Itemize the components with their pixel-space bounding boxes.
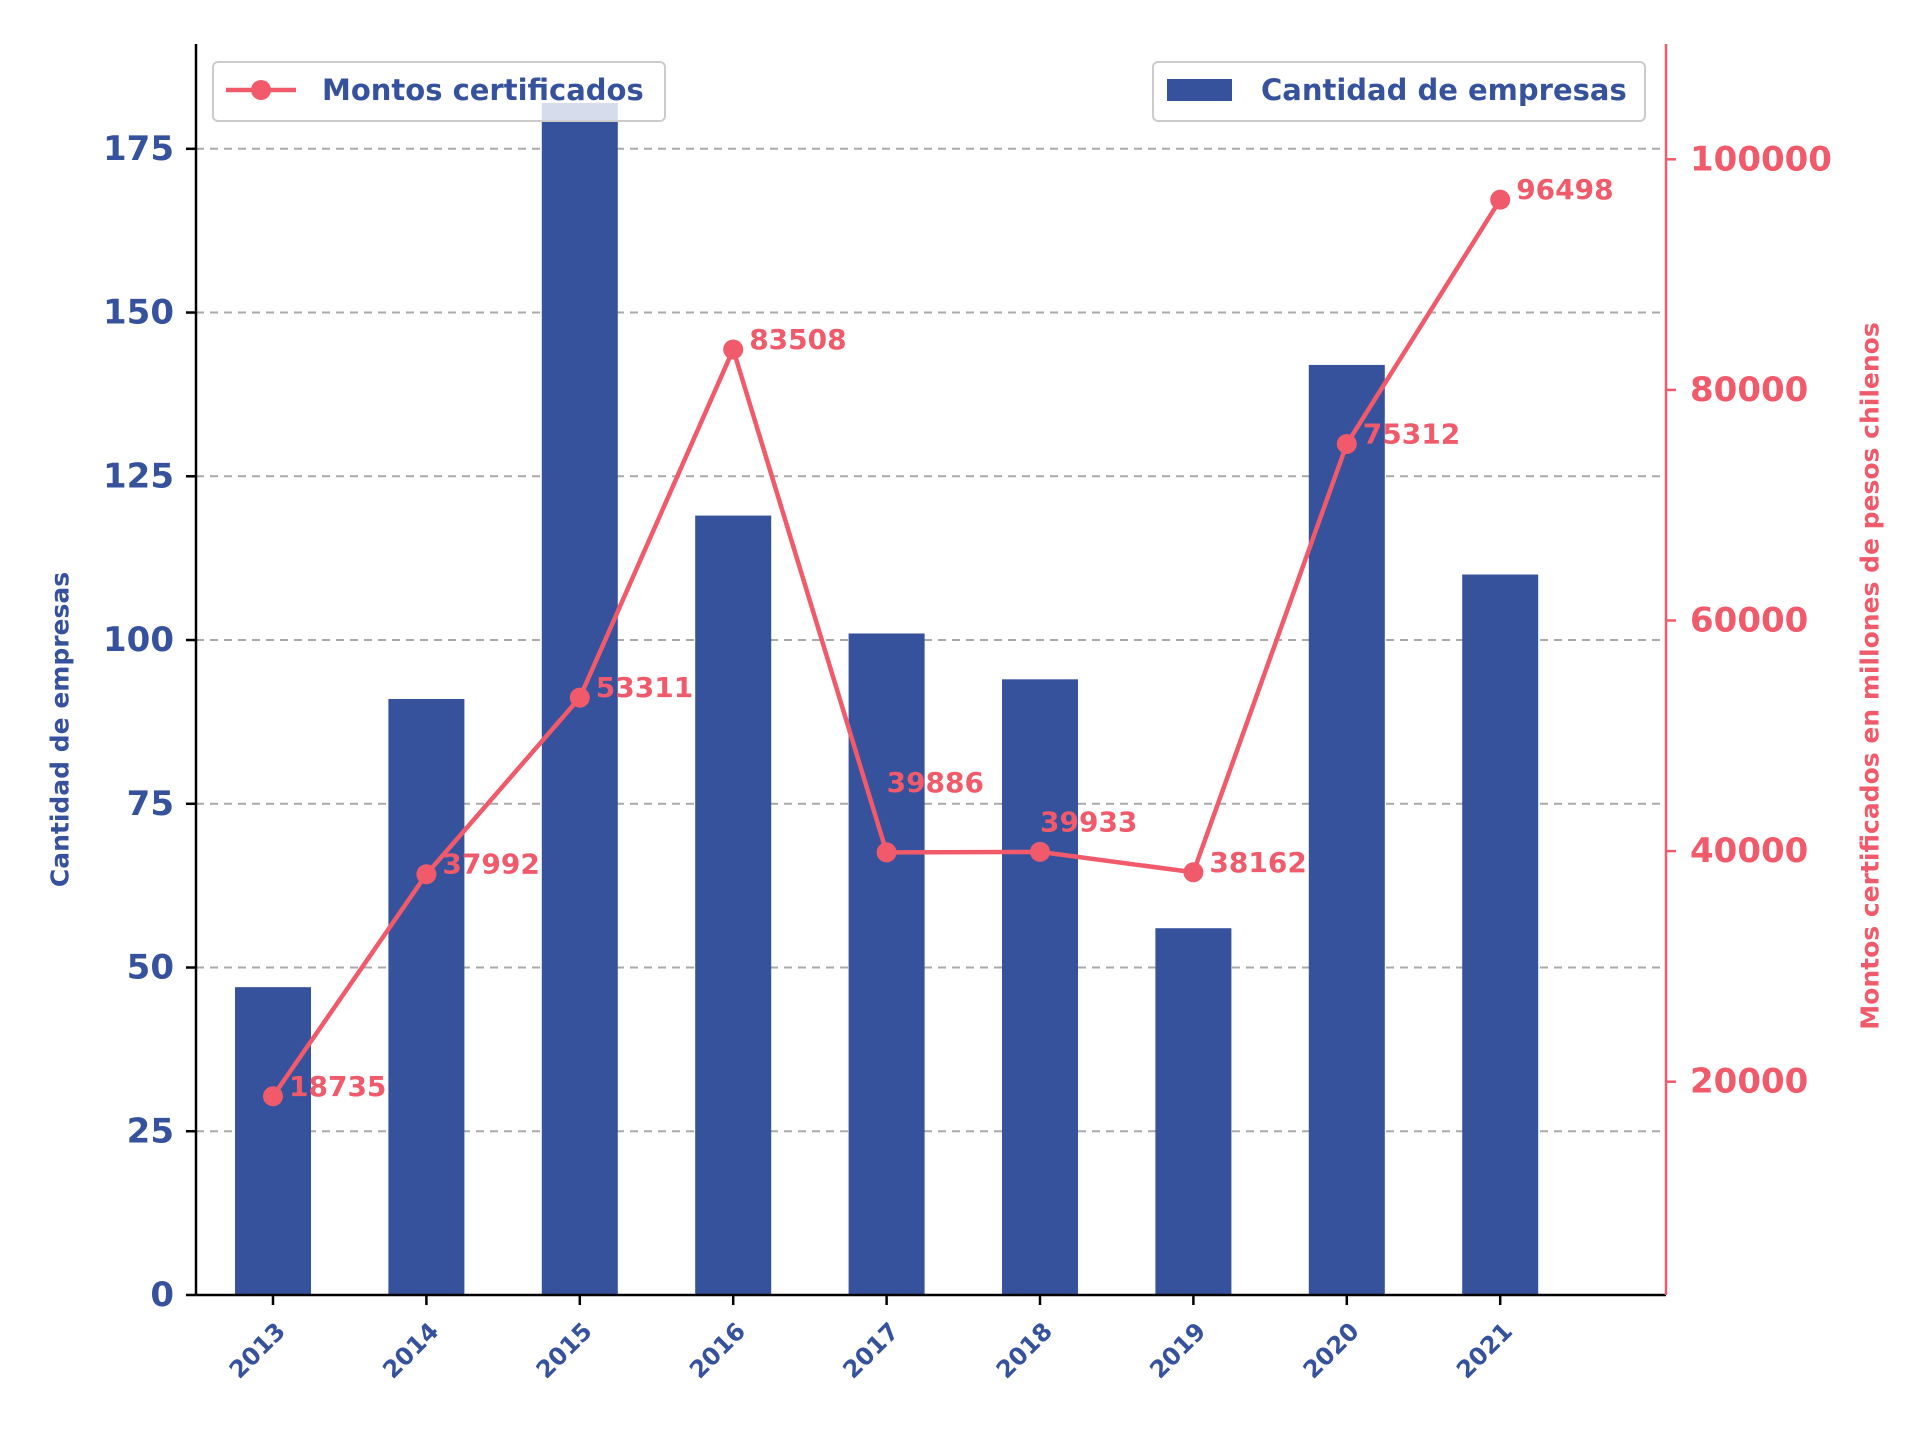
bar-2019 (1155, 928, 1232, 1295)
montos-point-2013 (263, 1086, 283, 1107)
left-tick-label-125: 125 (103, 456, 174, 496)
data-label-2021: 96498 (1516, 173, 1613, 206)
legend-line-marker (251, 80, 271, 100)
right-tick-label-60000: 60000 (1690, 600, 1808, 640)
right-tick-label-40000: 40000 (1690, 831, 1808, 871)
montos-point-2016 (723, 339, 744, 360)
x-tick-label-2019: 2019 (1144, 1317, 1211, 1384)
right-tick-label-80000: 80000 (1690, 370, 1808, 410)
data-label-2020: 75312 (1363, 417, 1460, 450)
legend-line-box (212, 61, 666, 122)
data-label-2015: 53311 (596, 671, 693, 704)
left-tick-label-50: 50 (127, 948, 174, 988)
right-tick-label-100000: 100000 (1690, 139, 1832, 179)
montos-point-2020 (1336, 433, 1357, 454)
x-tick-label-2015: 2015 (531, 1317, 598, 1384)
y2-axis-title: Montos certificados en millones de pesos… (1856, 322, 1885, 1029)
left-tick-label-150: 150 (103, 293, 174, 333)
data-label-2019: 38162 (1209, 846, 1306, 879)
right-tick-label-20000: 20000 (1690, 1062, 1808, 1102)
data-label-2016: 83508 (749, 323, 846, 356)
legends: Montos certificados Cantidad de empresas (212, 61, 1646, 122)
data-labels: 18735 37992 53311 83508 39886 39933 38162 75312… (289, 173, 1614, 1103)
x-tick-label-2013: 2013 (224, 1317, 291, 1384)
montos-point-2017 (876, 842, 897, 863)
montos-point-2015 (569, 687, 590, 708)
bar-2017 (848, 633, 925, 1295)
montos-point-2021 (1490, 189, 1511, 210)
legend-bar-label: Cantidad de empresas (1261, 73, 1627, 107)
left-tick-label-25: 25 (127, 1111, 174, 1151)
data-label-2018: 39933 (1040, 805, 1137, 838)
x-tick-label-2021: 2021 (1451, 1317, 1518, 1384)
x-tick-label-2016: 2016 (684, 1317, 751, 1384)
line-series (263, 189, 1511, 1107)
bar-2020 (1308, 364, 1385, 1296)
legend-bar-swatch (1167, 79, 1232, 101)
left-tick-label-100: 100 (103, 620, 174, 660)
bar-2014 (388, 698, 465, 1295)
left-tick-label-75: 75 (127, 784, 174, 824)
x-tick-label-2018: 2018 (991, 1317, 1058, 1384)
x-tick-label-2017: 2017 (837, 1317, 904, 1384)
montos-point-2019 (1183, 862, 1204, 883)
bar-2021 (1462, 574, 1539, 1295)
data-label-2013: 18735 (289, 1070, 386, 1103)
x-tick-label-2014: 2014 (377, 1317, 444, 1384)
left-tick-label-175: 175 (103, 129, 174, 169)
data-label-2017: 39886 (887, 766, 984, 799)
montos-point-2018 (1030, 841, 1050, 862)
legend-bar-box (1152, 61, 1646, 122)
x-tick-label-2020: 2020 (1298, 1317, 1365, 1384)
bar-2018 (1002, 679, 1078, 1295)
bar-2016 (695, 515, 772, 1295)
legend-line-label: Montos certificados (322, 73, 644, 107)
bar-series (235, 102, 1539, 1296)
montos-point-2014 (416, 864, 437, 885)
y-axis-title: Cantidad de empresas (46, 572, 75, 887)
left-tick-label-0: 0 (150, 1275, 174, 1315)
data-label-2014: 37992 (442, 848, 539, 881)
axes: 0 25 50 75 100 125 150 175 20000 40000 60000 80000 1… (46, 44, 1885, 1384)
bar-2013 (235, 987, 311, 1295)
